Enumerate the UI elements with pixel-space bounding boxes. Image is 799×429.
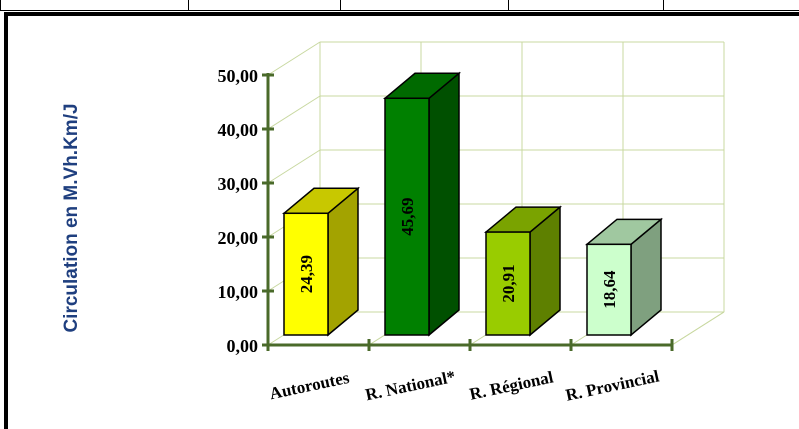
- axis-layer: [262, 73, 674, 351]
- x-tick-label-0: Autoroutes: [268, 368, 351, 403]
- bar-1: [382, 71, 462, 337]
- y-tick-label-4: 40,00: [218, 120, 259, 140]
- bar-value-label-2: 20,91: [499, 264, 518, 302]
- top-table-border: [0, 0, 799, 11]
- bar-0: [281, 186, 361, 337]
- bar-value-label-1: 45,69: [398, 198, 417, 236]
- side-gridline-3: [267, 149, 321, 184]
- bar-front-1: [384, 97, 430, 336]
- x-tick-label-1: R. National*: [364, 367, 458, 405]
- y-tick-label-5: 50,00: [218, 66, 259, 86]
- bar-value-label-3: 18,64: [600, 270, 619, 309]
- bar-2: [483, 205, 563, 337]
- bar-3: [584, 217, 664, 337]
- y-tick-label-1: 10,00: [218, 282, 259, 302]
- bar-front-0: [283, 212, 329, 336]
- bar-value-label-0: 24,39: [297, 255, 316, 293]
- side-gridline-4: [267, 95, 321, 130]
- bar-side-1: [428, 71, 460, 337]
- side-gridline-5: [267, 41, 321, 76]
- y-tick-label-3: 30,00: [218, 174, 259, 194]
- y-tick-label-0: 0,00: [227, 336, 259, 356]
- bar-layer: [281, 71, 664, 337]
- y-axis-title: Circulation en M.Vh.Km/J: [61, 103, 82, 332]
- bar-front-3: [586, 243, 632, 336]
- x-tick-label-3: R. Provincial: [564, 366, 661, 404]
- x-tick-label-2: R. Régional: [468, 367, 555, 403]
- y-tick-label-2: 20,00: [218, 228, 259, 248]
- bar-front-2: [485, 231, 531, 336]
- floor-right-edge: [671, 311, 725, 346]
